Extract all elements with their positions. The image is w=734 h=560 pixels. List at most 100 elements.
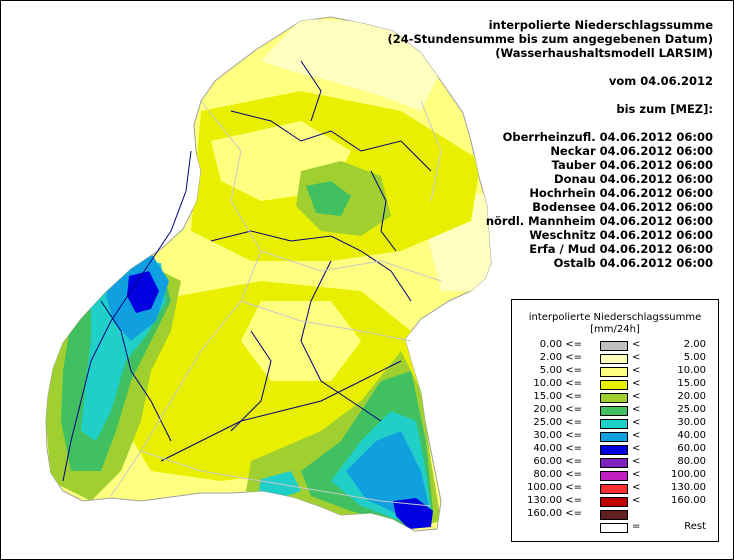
legend-operator: < [632,339,641,350]
legend-row: 5.00 <= <10.00 [512,365,718,378]
legend-upper-bound: 2.00 [683,339,706,350]
legend-row: 0.00 <= <2.00 [512,339,718,352]
legend-lower-bound: 0.00 <= [539,339,582,350]
legend-swatch [600,523,628,533]
legend-row: 20.00 <= <25.00 [512,404,718,417]
legend-swatch [600,406,628,416]
legend-swatch [600,393,628,403]
legend-lower-bound: 130.00 <= [527,495,582,506]
legend-title: interpolierte Niederschlagssumme [528,312,702,323]
legend-swatch [600,445,628,455]
legend-swatch [600,380,628,390]
precipitation-zones [46,19,491,531]
legend-row: 30.00 <= <40.00 [512,430,718,443]
legend-rows: 0.00 <= <2.00 2.00 <= <5.00 5.00 <= <10.00 10.… [512,339,718,534]
legend-operator: < [632,365,641,376]
legend-row: 100.00 <= <130.00 [512,482,718,495]
legend-operator: < [632,404,641,415]
legend-row: 80.00 <= <100.00 [512,469,718,482]
legend-operator: < [632,495,641,506]
legend-row: 2.00 <= <5.00 [512,352,718,365]
legend-upper-bound: 30.00 [677,417,706,428]
legend-upper-bound: 15.00 [677,378,706,389]
legend-swatch [600,354,628,364]
legend-swatch [600,484,628,494]
legend-upper-bound: 100.00 [671,469,706,480]
legend-unit: [mm/24h] [590,324,640,335]
legend-swatch [600,432,628,442]
title-line-1: interpolierte Niederschlagssumme [488,18,713,32]
legend-box: interpolierte Niederschlagssumme [mm/24h… [511,299,719,542]
station-line: Donau 04.06.2012 06:00 [554,172,713,186]
spacer [387,60,713,74]
legend-lower-bound: 100.00 <= [527,482,582,493]
legend-row: 15.00 <= <20.00 [512,391,718,404]
spacer [387,116,713,130]
spacer [387,88,713,102]
legend-operator: < [632,417,641,428]
legend-lower-bound: 2.00 <= [539,352,582,363]
station-line: Neckar 04.06.2012 06:00 [550,144,713,158]
legend-lower-bound: 10.00 <= [533,378,582,389]
legend-lower-bound: 60.00 <= [533,456,582,467]
legend-row: 40.00 <= <60.00 [512,443,718,456]
legend-operator: < [632,391,641,402]
legend-swatch [600,497,628,507]
station-line: Tauber 04.06.2012 06:00 [551,158,713,172]
legend-row: 130.00 <= <160.00 [512,495,718,508]
legend-operator: = [632,521,641,532]
rivers [62,60,432,482]
station-line: Oberrheinzufl. 04.06.2012 06:00 [502,130,713,144]
legend-upper-bound: 40.00 [677,430,706,441]
title-line-3: (Wasserhaushaltsmodell LARSIM) [495,46,713,60]
legend-lower-bound: 20.00 <= [533,404,582,415]
legend-operator: < [632,482,641,493]
legend-upper-bound: Rest [684,521,706,532]
legend-row: 60.00 <= <80.00 [512,456,718,469]
legend-operator: < [632,378,641,389]
station-line: Erfa / Mud 04.06.2012 06:00 [529,242,713,256]
legend-upper-bound: 60.00 [677,443,706,454]
legend-upper-bound: 80.00 [677,456,706,467]
station-line: Bodensee 04.06.2012 06:00 [532,200,713,214]
legend-lower-bound: 30.00 <= [533,430,582,441]
legend-lower-bound: 15.00 <= [533,391,582,402]
legend-upper-bound: 10.00 [677,365,706,376]
legend-lower-bound: 160.00 <= [527,508,582,519]
legend-swatch [600,419,628,429]
legend-row: 25.00 <= <30.00 [512,417,718,430]
legend-upper-bound: 25.00 [677,404,706,415]
legend-operator: < [632,352,641,363]
legend-operator: < [632,456,641,467]
date-line: vom 04.06.2012 [608,74,713,88]
legend-lower-bound: 80.00 <= [533,469,582,480]
station-line: nördl. Mannheim 04.06.2012 06:00 [485,214,713,228]
map-header: interpolierte Niederschlagssumme (24-Stu… [387,18,713,270]
legend-swatch [600,458,628,468]
legend-swatch [600,367,628,377]
title-line-2: (24-Stundensumme bis zum angegebenen Dat… [387,32,713,46]
legend-swatch [600,471,628,481]
legend-row: 160.00 <= [512,508,718,521]
until-label: bis zum [MEZ]: [616,102,713,116]
legend-operator: < [632,430,641,441]
station-line: Ostalb 04.06.2012 06:00 [553,256,713,270]
legend-swatch [600,510,628,520]
legend-row: = Rest [512,521,718,534]
station-line: Hochrhein 04.06.2012 06:00 [529,186,713,200]
legend-lower-bound: 5.00 <= [539,365,582,376]
legend-row: 10.00 <= <15.00 [512,378,718,391]
legend-lower-bound: 40.00 <= [533,443,582,454]
legend-upper-bound: 5.00 [683,352,706,363]
basin-borders [110,100,442,507]
legend-swatch [600,341,628,351]
legend-lower-bound: 25.00 <= [533,417,582,428]
station-line: Weschnitz 04.06.2012 06:00 [529,228,713,242]
legend-upper-bound: 20.00 [677,391,706,402]
legend-operator: < [632,443,641,454]
legend-upper-bound: 130.00 [671,482,706,493]
legend-upper-bound: 160.00 [671,495,706,506]
legend-operator: < [632,469,641,480]
